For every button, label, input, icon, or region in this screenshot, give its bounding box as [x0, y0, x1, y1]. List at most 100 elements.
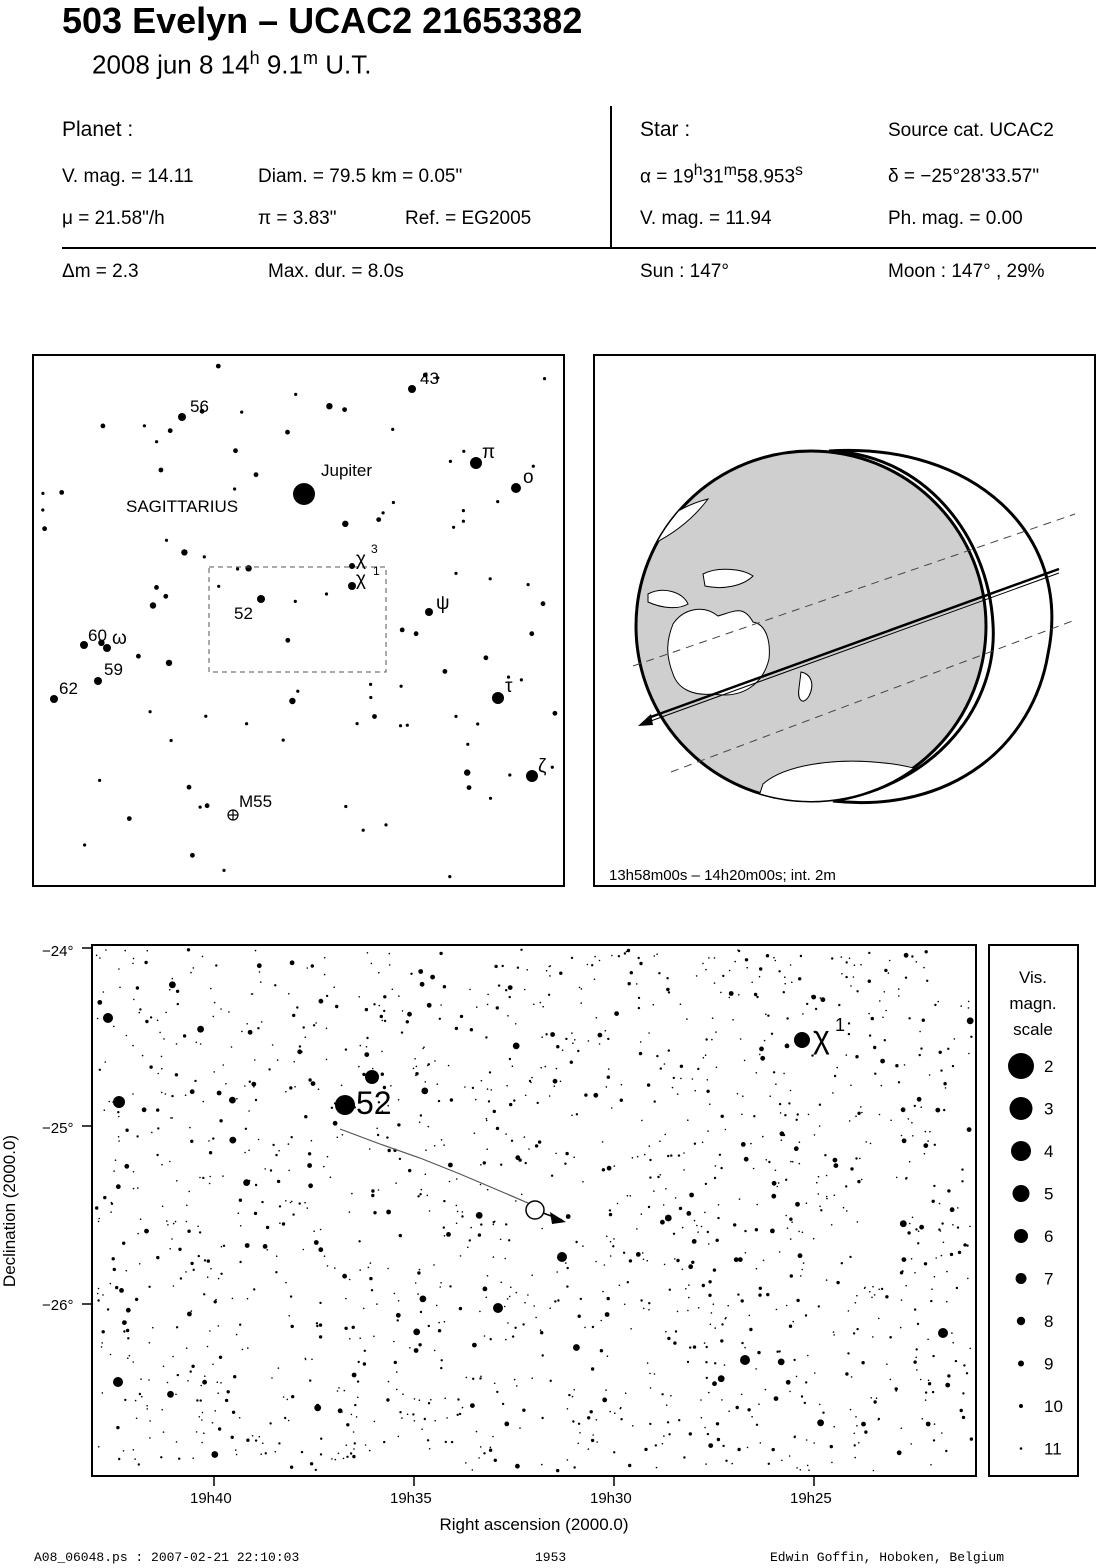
field-star [362, 1362, 367, 1366]
field-star [910, 1258, 913, 1260]
field-star [235, 1453, 238, 1456]
field-star [591, 1325, 595, 1329]
field-star [359, 1044, 362, 1047]
field-star [286, 1398, 289, 1401]
field-star [776, 1350, 779, 1353]
label-jupiter: Jupiter [321, 461, 372, 480]
field-star [315, 1022, 317, 1024]
field-star [676, 1310, 679, 1313]
field-star [456, 1413, 459, 1416]
field-star [500, 1163, 503, 1166]
finder-star [296, 689, 300, 693]
field-star [872, 1336, 874, 1338]
field-star [414, 1058, 416, 1060]
field-star [127, 1337, 130, 1340]
field-star [257, 1138, 260, 1141]
field-star [237, 1212, 240, 1214]
field-star [638, 1051, 643, 1056]
field-star [368, 1148, 371, 1150]
star-nw-bright [103, 1013, 113, 1023]
field-star [381, 1050, 383, 1053]
field-star [686, 1018, 688, 1020]
star-chi1 [348, 582, 356, 590]
field-star [376, 1303, 378, 1305]
field-star [323, 1165, 325, 1168]
field-star [813, 1442, 815, 1444]
finder-star [167, 428, 173, 434]
field-star [156, 1019, 159, 1022]
field-star [437, 1329, 442, 1333]
field-star [202, 1379, 208, 1385]
field-star [132, 1361, 134, 1363]
field-star [211, 1451, 219, 1458]
field-star [804, 1314, 808, 1317]
field-star [798, 1141, 801, 1143]
field-star [414, 1282, 417, 1284]
field-star [323, 956, 326, 959]
field-star [480, 1164, 482, 1166]
field-star [137, 1232, 139, 1235]
field-star [225, 1083, 227, 1085]
field-star [382, 1085, 387, 1090]
field-star [613, 1238, 615, 1240]
field-star [598, 1043, 601, 1045]
field-star [134, 1297, 139, 1302]
field-star [677, 1154, 681, 1157]
field-star [117, 1111, 120, 1114]
field-star [927, 1140, 929, 1142]
field-star [706, 1089, 710, 1093]
field-star [697, 1231, 699, 1233]
time-suffix: U.T. [317, 49, 372, 80]
field-star [262, 1442, 264, 1445]
info-divider-horizontal [62, 247, 1096, 249]
field-star [440, 1004, 442, 1006]
field-star [138, 1263, 141, 1265]
finder-star [466, 785, 472, 790]
star-psi [425, 608, 433, 616]
field-star [343, 1389, 346, 1392]
field-star [713, 1176, 717, 1180]
field-star [201, 955, 204, 958]
field-star [439, 1286, 442, 1288]
field-star [244, 1243, 250, 1248]
y-axis-label: Declination (2000.0) [0, 1135, 19, 1287]
field-star [704, 1211, 706, 1214]
label-psi: ψ [436, 593, 450, 614]
field-star [378, 1004, 381, 1007]
field-star [776, 1185, 779, 1188]
field-star [874, 1072, 877, 1075]
field-star [803, 1401, 806, 1405]
field-star [198, 1231, 202, 1234]
field-star [646, 1362, 649, 1364]
field-star [398, 1157, 402, 1161]
finder-star [413, 631, 419, 637]
field-star [963, 1243, 967, 1247]
field-star [825, 1279, 828, 1281]
field-star [475, 1430, 478, 1433]
y-ticks [82, 947, 92, 1305]
field-star [373, 1003, 376, 1006]
field-star [96, 1017, 99, 1020]
field-star [967, 1277, 969, 1280]
label-chi1-sup: 1 [373, 564, 380, 578]
field-star [146, 1405, 148, 1407]
field-star [590, 1438, 595, 1443]
field-star [705, 1376, 708, 1380]
field-star [740, 1299, 744, 1303]
field-star [961, 1415, 966, 1420]
finder-star [285, 637, 291, 643]
field-star [118, 1115, 120, 1118]
field-star [364, 1444, 367, 1446]
star-pi [470, 457, 482, 469]
finder-star [83, 843, 87, 847]
field-star [164, 1093, 167, 1095]
field-star [573, 1466, 576, 1469]
field-star [526, 969, 528, 971]
field-star [440, 1282, 442, 1284]
field-star [507, 1322, 509, 1324]
field-star [856, 990, 859, 993]
field-star [175, 1393, 177, 1396]
field-star [771, 1447, 775, 1452]
field-star [648, 1309, 650, 1311]
x-ticks [213, 1476, 815, 1486]
